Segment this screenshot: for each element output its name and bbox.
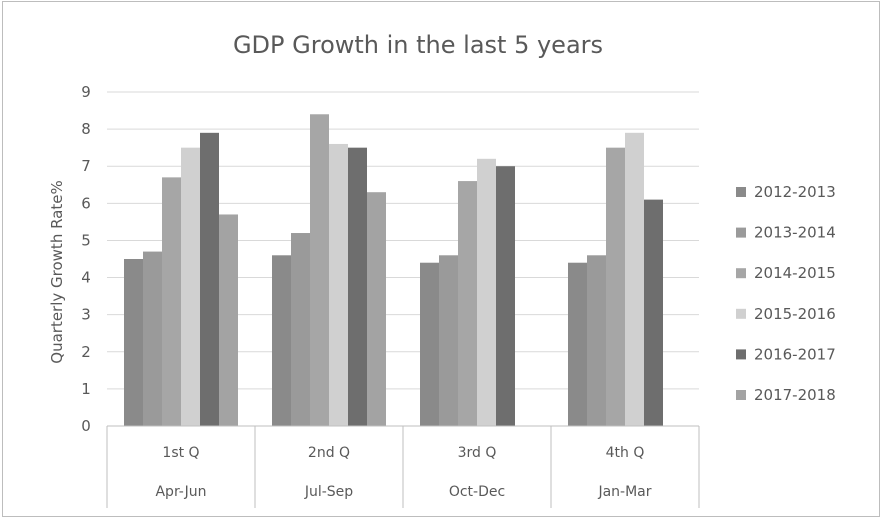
legend-swatch — [736, 187, 746, 197]
legend-swatch — [736, 268, 746, 279]
legend-swatch — [736, 390, 746, 400]
bar-2014-2015-1st-Q — [162, 177, 181, 426]
bar-2013-2014-4th-Q — [587, 255, 606, 426]
y-tick-label: 0 — [81, 417, 91, 435]
bar-2017-2018-1st-Q — [219, 214, 238, 426]
bar-2015-2016-1st-Q — [181, 147, 200, 426]
legend-label: 2012-2013 — [754, 183, 836, 201]
bar-2015-2016-4th-Q — [625, 132, 644, 427]
bar-2014-2015-3rd-Q — [458, 181, 477, 426]
x-subcategory-label: Apr-Jun — [155, 484, 206, 500]
legend: 2012-2013 2013-2014 2014-2015 2015-2016 2016… — [736, 183, 836, 404]
x-subcategory-label: Jan-Mar — [597, 484, 651, 500]
bar-2017-2018-2nd-Q — [367, 192, 386, 426]
y-tick-labels: 0 1 2 3 4 5 6 7 8 9 — [81, 83, 91, 435]
legend-label: 2014-2015 — [754, 264, 836, 282]
bar-2012-2013-3rd-Q — [420, 262, 439, 426]
legend-swatch — [736, 227, 746, 238]
y-tick-label: 1 — [81, 380, 91, 398]
bar-2013-2014-2nd-Q — [291, 233, 310, 426]
bar-2012-2013-4th-Q — [568, 262, 587, 426]
x-category-label: 4th Q — [606, 445, 645, 461]
y-tick-label: 2 — [81, 343, 91, 361]
x-subcategory-label: Jul-Sep — [304, 484, 353, 500]
y-tick-label: 7 — [81, 157, 91, 175]
y-tick-label: 8 — [81, 120, 91, 138]
legend-label: 2013-2014 — [754, 224, 836, 242]
bars — [124, 114, 663, 427]
bar-2013-2014-3rd-Q — [439, 255, 458, 426]
legend-label: 2016-2017 — [754, 345, 836, 363]
x-axis: 1st Q Apr-Jun 2nd Q Jul-Sep 3rd Q Oct-Dec 4th … — [106, 425, 700, 508]
x-category-label: 3rd Q — [458, 445, 497, 461]
chart-title: GDP Growth in the last 5 years — [233, 31, 603, 59]
y-tick-label: 4 — [81, 269, 91, 287]
bar-2016-2017-3rd-Q — [496, 166, 515, 426]
bar-2012-2013-1st-Q — [124, 259, 143, 426]
y-axis-label: Quarterly Growth Rate% — [48, 180, 66, 363]
bar-2012-2013-2nd-Q — [272, 255, 291, 426]
bar-2016-2017-2nd-Q — [348, 147, 367, 426]
bar-2016-2017-1st-Q — [200, 132, 219, 427]
legend-label: 2015-2016 — [754, 305, 836, 323]
bar-2014-2015-4th-Q — [606, 147, 625, 426]
bar-2015-2016-2nd-Q — [329, 143, 348, 426]
bar-2013-2014-1st-Q — [143, 251, 162, 426]
legend-swatch — [736, 349, 746, 360]
x-subcategory-label: Oct-Dec — [449, 484, 505, 500]
legend-label: 2017-2018 — [754, 386, 836, 404]
legend-swatch — [736, 308, 746, 319]
bar-2015-2016-3rd-Q — [477, 158, 496, 427]
x-category-label: 2nd Q — [308, 445, 350, 461]
y-tick-label: 9 — [81, 83, 91, 101]
x-category-label: 1st Q — [162, 445, 199, 461]
y-tick-label: 3 — [81, 306, 91, 324]
bar-2016-2017-4th-Q — [644, 199, 663, 426]
y-tick-label: 6 — [81, 194, 91, 212]
bar-2014-2015-2nd-Q — [310, 114, 329, 427]
y-tick-label: 5 — [81, 231, 91, 249]
